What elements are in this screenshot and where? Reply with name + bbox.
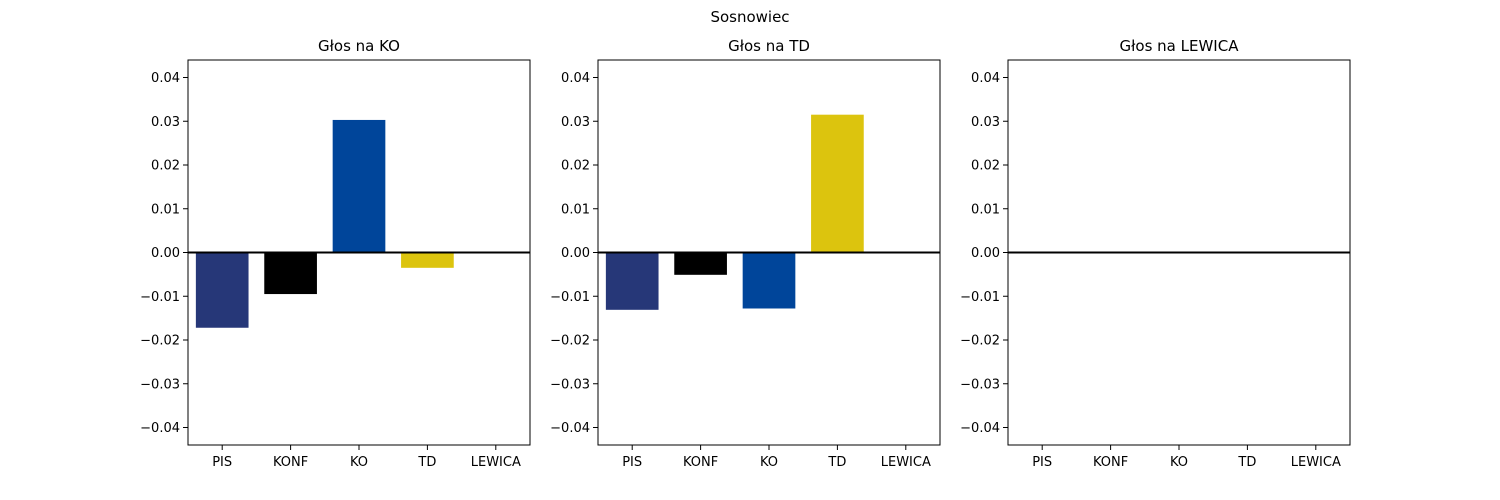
y-tick-label: −0.03: [550, 377, 590, 392]
bar-ko: [742, 252, 796, 309]
y-tick-label: 0.04: [561, 71, 590, 86]
x-tick-label: LEWICA: [881, 455, 931, 470]
x-tick-label: LEWICA: [1291, 455, 1341, 470]
subplot-1: Głos na KO −0.04 −0.03 −0.02 −0.01 0.00 0.01 0.…: [140, 37, 531, 470]
x-tick-label: TD: [1237, 455, 1256, 470]
y-tick-label: −0.03: [960, 377, 1000, 392]
y-tick-label: −0.02: [140, 334, 180, 349]
x-tick-label: TD: [827, 455, 846, 470]
y-tick-label: −0.04: [550, 421, 590, 436]
y-tick-label: 0.02: [971, 159, 1000, 174]
x-tick-label: KO: [760, 455, 778, 470]
y-tick-label: −0.01: [960, 290, 1000, 305]
y-tick-label: 0.03: [971, 115, 1000, 130]
y-tick-label: 0.01: [151, 202, 180, 217]
subplot-3: Głos na LEWICA −0.04 −0.03 −0.02 −0.01 0.00 0.…: [960, 37, 1351, 470]
bar-pis: [195, 252, 249, 328]
y-tick-label: −0.02: [550, 334, 590, 349]
y-tick-label: −0.02: [960, 334, 1000, 349]
bar-td: [401, 252, 454, 268]
x-tick-label: PIS: [1032, 455, 1052, 470]
x-tick-label: KO: [1170, 455, 1188, 470]
y-tick-label: 0.04: [151, 71, 180, 86]
bar-td: [811, 114, 864, 253]
x-tick-label: KONF: [683, 455, 718, 470]
bar-konf: [674, 252, 727, 275]
y-tick-label: −0.03: [140, 377, 180, 392]
figure-suptitle: Sosnowiec: [710, 8, 789, 26]
x-tick-label: KONF: [273, 455, 308, 470]
y-tick-label: 0.00: [151, 246, 180, 261]
subplots: Głos na KO −0.04 −0.03 −0.02 −0.01 0.00 0.01 0.…: [140, 37, 1351, 470]
y-tick-label: −0.04: [140, 421, 180, 436]
y-tick-label: 0.00: [971, 246, 1000, 261]
subplot-title: Głos na LEWICA: [1120, 37, 1240, 55]
x-tick-label: TD: [417, 455, 436, 470]
y-tick-label: 0.03: [151, 115, 180, 130]
y-tick-label: 0.04: [971, 71, 1000, 86]
bar-pis: [605, 252, 659, 310]
y-tick-label: −0.01: [550, 290, 590, 305]
subplot-title: Głos na TD: [728, 37, 810, 55]
y-tick-label: 0.01: [561, 202, 590, 217]
subplot-title: Głos na KO: [318, 37, 400, 55]
x-tick-label: PIS: [212, 455, 232, 470]
y-tick-label: 0.01: [971, 202, 1000, 217]
y-tick-label: 0.02: [151, 159, 180, 174]
x-tick-label: LEWICA: [471, 455, 521, 470]
bar-konf: [264, 252, 317, 295]
x-tick-label: KONF: [1093, 455, 1128, 470]
y-tick-label: −0.01: [140, 290, 180, 305]
y-tick-label: 0.03: [561, 115, 590, 130]
y-tick-label: 0.02: [561, 159, 590, 174]
x-tick-label: PIS: [622, 455, 642, 470]
y-tick-label: 0.00: [561, 246, 590, 261]
y-tick-label: −0.04: [960, 421, 1000, 436]
subplot-2: Głos na TD −0.04 −0.03 −0.02 −0.01 0.00 0.01 0.…: [550, 37, 941, 470]
bar-ko: [332, 119, 386, 253]
x-tick-label: KO: [350, 455, 368, 470]
